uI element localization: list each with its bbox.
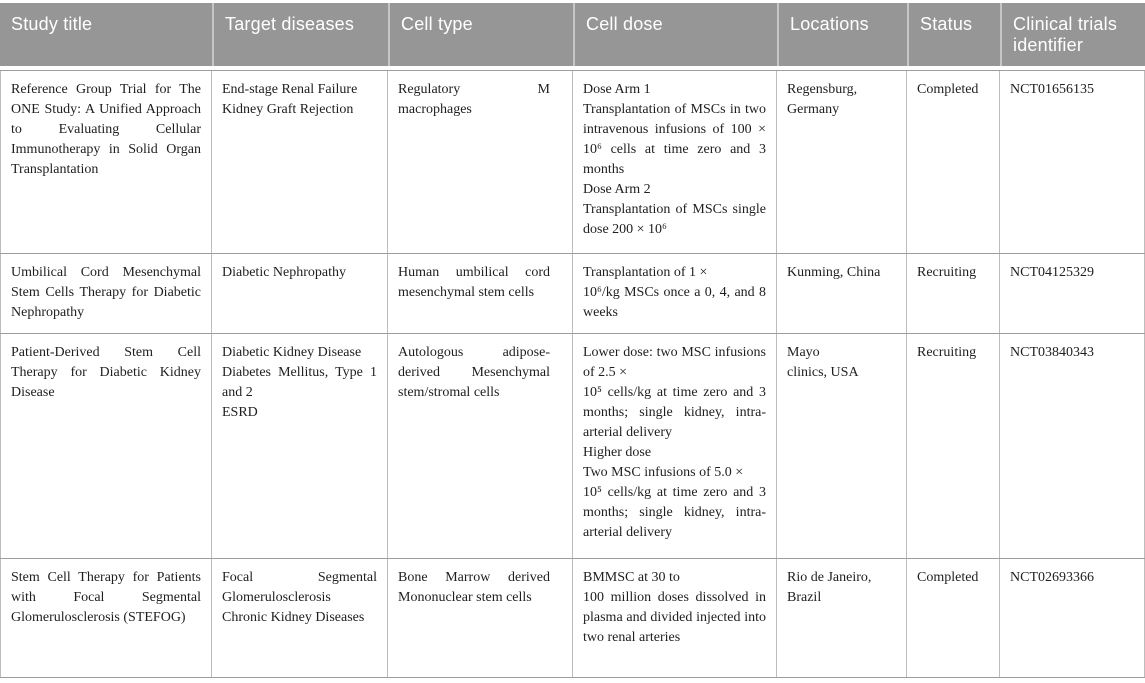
cell-line: Focal Segmental Glomerulosclerosis (222, 570, 377, 605)
cell-line: Regulatory M macrophages (398, 82, 550, 117)
cell-status: Recruiting (907, 334, 1000, 558)
table-row: Patient-Derived Stem Cell Therapy for Di… (0, 333, 1145, 558)
cell-line: Autologous adipose-derived Mesenchymal s… (398, 345, 550, 400)
table-row: Stem Cell Therapy for Patients with Foca… (0, 558, 1145, 678)
cell-line: Chronic Kidney Diseases (222, 610, 365, 625)
cell-line: Transplantation of MSCs in two intraveno… (583, 102, 766, 177)
cell-line: NCT03840343 (1010, 345, 1094, 360)
cell-status: Completed (907, 71, 1000, 253)
cell-line: Higher dose (583, 445, 652, 460)
cell-line: Completed (917, 82, 979, 97)
cell-line: Transplantation of MSCs single dose 200 … (583, 202, 766, 237)
cell-line: Completed (917, 570, 979, 585)
cell-line: Transplantation of 1 × (583, 265, 708, 280)
cell-identifier: NCT02693366 (1000, 559, 1145, 677)
cell-study-title: Patient-Derived Stem Cell Therapy for Di… (0, 334, 212, 558)
cell-target-diseases: Diabetic Nephropathy (212, 254, 388, 333)
cell-line: Recruiting (917, 345, 977, 360)
cell-line: NCT02693366 (1010, 570, 1094, 585)
cell-line: Stem Cell Therapy for Patients with Foca… (11, 570, 201, 625)
cell-cell-dose: Dose Arm 1 Transplantation of MSCs in two… (573, 71, 777, 253)
cell-cell-dose: Transplantation of 1 × 10⁶/kg MSCs once a… (573, 254, 777, 333)
cell-line: 10⁵ cells/kg at time zero and 3 months; … (583, 485, 766, 540)
cell-locations: Rio de Janeiro, Brazil (777, 559, 907, 677)
cell-cell-dose: BMMSC at 30 to 100 million doses dissolve… (573, 559, 777, 677)
cell-line: Rio de Janeiro, Brazil (787, 570, 872, 605)
cell-target-diseases: Diabetic Kidney Disease Diabetes Mellitus… (212, 334, 388, 558)
page: { "table": { "columns": [ {"label": "Stu… (0, 3, 1145, 683)
header-cell-cell-type: Cell type (388, 3, 573, 66)
cell-identifier: NCT03840343 (1000, 334, 1145, 558)
cell-line: BMMSC at 30 to (583, 570, 680, 585)
cell-line: Diabetic Kidney Disease (222, 345, 362, 360)
header-cell-clinical-trials-id: Clinical trials identifier (1000, 3, 1145, 66)
cell-line: Two MSC infusions of 5.0 × (583, 465, 744, 480)
cell-study-title: Reference Group Trial for The ONE Study:… (0, 71, 212, 253)
cell-line: Dose Arm 2 (583, 182, 651, 197)
cell-study-title: Stem Cell Therapy for Patients with Foca… (0, 559, 212, 677)
cell-line: Diabetes Mellitus, Type 1 and 2 (222, 365, 377, 400)
cell-line: 100 million doses dissolved in plasma an… (583, 590, 766, 645)
cell-line: Regensburg, Germany (787, 82, 858, 117)
cell-line: Umbilical Cord Mesenchymal Stem Cells Th… (11, 265, 201, 320)
cell-line: Human umbilical cord mesenchymal stem ce… (398, 265, 550, 300)
table-header-row: Study title Target diseases Cell type Ce… (0, 3, 1145, 66)
table-row: Umbilical Cord Mesenchymal Stem Cells Th… (0, 253, 1145, 333)
table-row: Reference Group Trial for The ONE Study:… (0, 70, 1145, 253)
cell-cell-dose: Lower dose: two MSC infusions of 2.5 × 10… (573, 334, 777, 558)
cell-locations: Regensburg, Germany (777, 71, 907, 253)
table-body: Reference Group Trial for The ONE Study:… (0, 70, 1145, 678)
cell-locations: Mayo clinics, USA (777, 334, 907, 558)
cell-line: End-stage Renal Failure (222, 82, 358, 97)
cell-cell-type: Autologous adipose-derived Mesenchymal s… (388, 334, 573, 558)
cell-target-diseases: Focal Segmental Glomerulosclerosis Chroni… (212, 559, 388, 677)
header-cell-study-title: Study title (11, 14, 93, 34)
cell-line: Bone Marrow derived Mononuclear stem cel… (398, 570, 550, 605)
cell-study-title: Umbilical Cord Mesenchymal Stem Cells Th… (0, 254, 212, 333)
cell-cell-type: Bone Marrow derived Mononuclear stem cel… (388, 559, 573, 677)
cell-line: Dose Arm 1 (583, 82, 651, 97)
cell-locations: Kunming, China (777, 254, 907, 333)
cell-line: clinics, USA (787, 365, 859, 380)
cell-line: ESRD (222, 405, 258, 420)
cell-status: Completed (907, 559, 1000, 677)
header-cell-locations: Locations (777, 3, 907, 66)
cell-line: NCT01656135 (1010, 82, 1094, 97)
cell-line: Mayo (787, 345, 820, 360)
cell-line: Diabetic Nephropathy (222, 265, 347, 280)
cell-target-diseases: End-stage Renal Failure Kidney Graft Reje… (212, 71, 388, 253)
cell-identifier: NCT01656135 (1000, 71, 1145, 253)
header-cell-cell-dose: Cell dose (573, 3, 777, 66)
cell-cell-type: Regulatory M macrophages (388, 71, 573, 253)
header-cell-target-diseases: Target diseases (212, 3, 388, 66)
cell-line: Kunming, China (787, 265, 881, 280)
cell-cell-type: Human umbilical cord mesenchymal stem ce… (388, 254, 573, 333)
cell-identifier: NCT04125329 (1000, 254, 1145, 333)
clinical-trials-table: Study title Target diseases Cell type Ce… (0, 3, 1145, 678)
cell-line: NCT04125329 (1010, 265, 1094, 280)
cell-line: 10⁵ cells/kg at time zero and 3 months; … (583, 385, 766, 440)
cell-line: Patient-Derived Stem Cell Therapy for Di… (11, 345, 201, 400)
cell-line: Reference Group Trial for The ONE Study:… (11, 82, 201, 177)
cell-line: 10⁶/kg MSCs once a 0, 4, and 8 weeks (583, 285, 766, 320)
header-cell-status: Status (907, 3, 1000, 66)
cell-line: Lower dose: two MSC infusions of 2.5 × (583, 345, 766, 380)
cell-line: Recruiting (917, 265, 977, 280)
cell-line: Kidney Graft Rejection (222, 102, 354, 117)
cell-status: Recruiting (907, 254, 1000, 333)
